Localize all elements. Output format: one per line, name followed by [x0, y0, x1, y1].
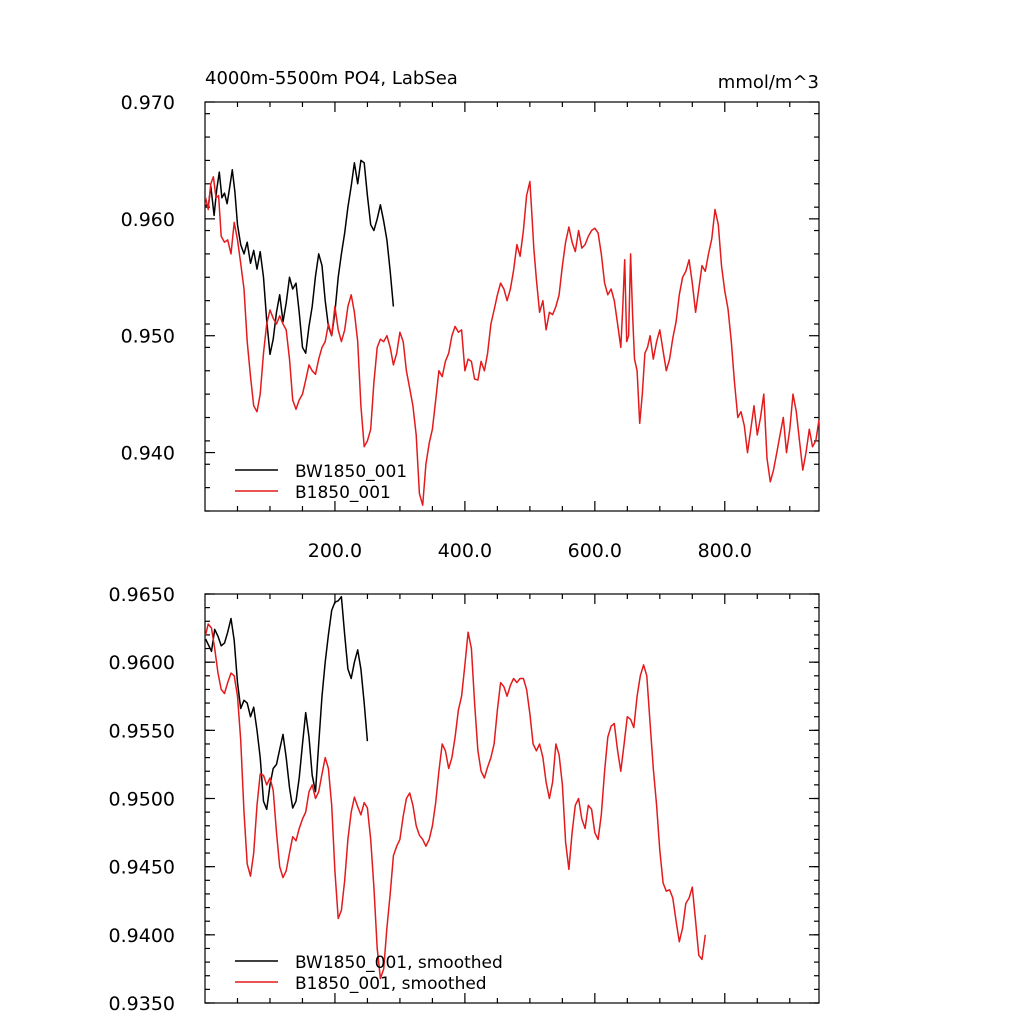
- bottom-y-tick-label: 0.9550: [109, 720, 175, 742]
- bottom-series-lines: [204, 595, 707, 980]
- top-x-tick-label: 400.0: [438, 540, 492, 562]
- bottom-y-tick-label: 0.9450: [109, 857, 175, 879]
- bottom-series-line-bw1850: [204, 595, 369, 811]
- bottom-legend-label-b1850: B1850_001, smoothed: [295, 974, 487, 994]
- bottom-y-tick-label: 0.9650: [109, 584, 175, 606]
- top-series-lines: [204, 159, 820, 506]
- bottom-y-tick-label: 0.9350: [109, 993, 175, 1015]
- bottom-y-tick-label: 0.9600: [109, 652, 175, 674]
- top-y-tick-label: 0.940: [121, 443, 175, 465]
- top-legend-label-b1850: B1850_001: [295, 483, 391, 503]
- top-y-tick-label: 0.960: [121, 209, 175, 231]
- bottom-series-line-b1850: [204, 623, 707, 980]
- bottom-legend: BW1850_001, smoothed B1850_001, smoothed: [235, 953, 503, 994]
- top-legend-label-bw1850: BW1850_001: [295, 462, 407, 482]
- top-legend: BW1850_001 B1850_001: [235, 462, 407, 503]
- top-y-tick-labels: 0.940 0.950 0.960 0.970: [121, 92, 175, 465]
- top-chart-title: 4000m-5500m PO4, LabSea: [205, 68, 458, 89]
- top-x-tick-label: 200.0: [308, 540, 362, 562]
- top-chart-units: mmol/m^3: [718, 72, 819, 93]
- bottom-axis-ticks: [205, 593, 819, 1004]
- top-x-tick-label: 600.0: [568, 540, 622, 562]
- top-x-tick-label: 800.0: [698, 540, 752, 562]
- top-x-tick-labels: 200.0 400.0 600.0 800.0: [308, 540, 752, 562]
- bottom-y-tick-label: 0.9500: [109, 789, 175, 811]
- top-y-tick-label: 0.970: [121, 92, 175, 114]
- top-axis-ticks: [205, 101, 819, 512]
- bottom-y-tick-label: 0.9400: [109, 925, 175, 947]
- top-panel: 0.940 0.950 0.960 0.970 200.0 400.0 600.0 800.…: [121, 68, 820, 562]
- bottom-y-tick-labels: 0.9350 0.9400 0.9450 0.9500 0.9550 0.9600 0.96…: [109, 584, 175, 1015]
- top-series-line-bw1850: [205, 159, 395, 356]
- top-plot-frame: [204, 101, 820, 512]
- bottom-legend-label-bw1850: BW1850_001, smoothed: [295, 953, 503, 973]
- top-series-line-b1850: [204, 176, 820, 506]
- top-y-tick-label: 0.950: [121, 326, 175, 348]
- bottom-panel: 0.9350 0.9400 0.9450 0.9500 0.9550 0.9600 0.96…: [109, 584, 820, 1015]
